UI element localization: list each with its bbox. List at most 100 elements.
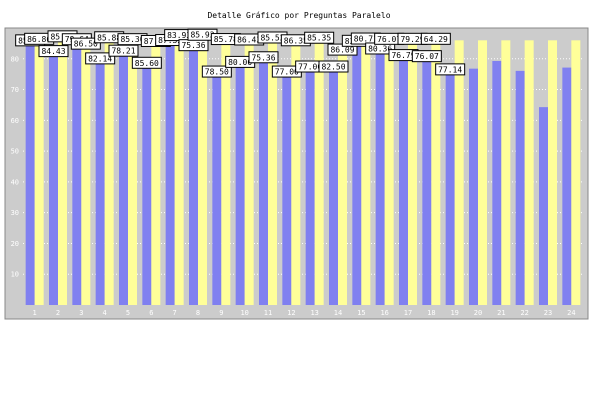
x-tick-label: 17 [404, 309, 412, 317]
bar [539, 107, 548, 305]
bar [399, 56, 408, 305]
bar [501, 40, 511, 306]
data-label-text: 76.07 [377, 35, 401, 44]
bar [189, 46, 198, 306]
y-axis: 10 20 30 40 50 60 70 80 [11, 55, 19, 278]
bar [338, 51, 347, 306]
bar [422, 57, 432, 306]
bars [25, 36, 581, 306]
x-tick-label: 4 [103, 309, 107, 317]
x-tick-label: 3 [79, 309, 83, 317]
x-tick-label: 14 [334, 309, 342, 317]
data-label: 64.29 [420, 32, 451, 45]
x-tick-label: 7 [173, 309, 177, 317]
x-tick-label: 20 [474, 309, 482, 317]
data-label-text: 75.36 [181, 41, 205, 50]
bar [361, 40, 371, 305]
data-label-text: 80.36 [368, 44, 392, 53]
data-label-text: 79.29 [400, 35, 424, 44]
data-label-text: 78.50 [205, 68, 229, 77]
bar [174, 36, 184, 305]
x-tick-label: 24 [567, 309, 575, 317]
x-axis: 1 2 3 4 5 6 7 8 9 10 11 12 13 14 15 16 17 18 19 20 21 22 23 24 [33, 309, 576, 317]
bar [212, 73, 222, 305]
bar [49, 52, 58, 305]
bar [95, 59, 105, 306]
data-label: 86.50 [70, 37, 101, 50]
data-label-box [435, 63, 466, 76]
bar [198, 36, 207, 305]
data-label-text: 85.78 [214, 35, 238, 44]
data-label-box [131, 56, 162, 69]
bar [25, 41, 35, 305]
x-tick-label: 9 [219, 309, 223, 317]
data-label-text: 84.43 [41, 47, 65, 56]
data-label-box [318, 60, 349, 73]
y-tick-label: 10 [11, 271, 19, 279]
y-tick-label: 70 [11, 86, 19, 94]
bar [515, 70, 525, 305]
bar [469, 68, 478, 306]
bar [34, 40, 44, 306]
bar [235, 63, 245, 306]
data-label-text: 83.93 [167, 31, 191, 40]
bar [454, 40, 464, 306]
bar [151, 42, 161, 306]
data-label: 77.14 [435, 63, 466, 76]
data-label-box [201, 65, 232, 78]
data-label-text: 86.50 [74, 40, 98, 49]
data-label-text: 80.71 [354, 35, 378, 44]
bar [81, 45, 91, 306]
bar [431, 40, 441, 306]
bar [291, 41, 301, 305]
chart-title: Detalle Gráfico por Preguntas Paralelo [207, 11, 390, 20]
x-tick-label: 23 [544, 309, 552, 317]
y-tick-label: 50 [11, 148, 19, 156]
x-tick-label: 18 [427, 309, 435, 317]
x-tick-label: 13 [310, 309, 318, 317]
data-label-box [108, 44, 139, 57]
bar [492, 60, 502, 306]
data-label-text: 86.80 [27, 35, 51, 44]
data-label: 85.35 [304, 31, 335, 44]
bar [548, 40, 557, 306]
data-label-text: 78.21 [111, 47, 135, 56]
x-tick-label: 22 [520, 309, 528, 317]
data-label: 78.21 [108, 44, 139, 57]
data-label: 75.36 [178, 39, 209, 52]
data-label-text: 76.79 [391, 51, 415, 60]
bar [314, 39, 324, 306]
x-tick-label: 2 [56, 309, 60, 317]
x-tick-label: 8 [196, 309, 200, 317]
data-label-box [411, 50, 442, 63]
y-tick-label: 60 [11, 117, 19, 125]
data-label: 85.60 [131, 56, 162, 69]
x-tick-label: 6 [149, 309, 153, 317]
bar [268, 38, 277, 305]
data-label: 82.50 [318, 60, 349, 73]
bar [352, 42, 362, 305]
data-label-text: 86.43 [237, 35, 261, 44]
bar [72, 40, 82, 305]
bar [524, 40, 534, 306]
data-label: 82.14 [85, 52, 116, 65]
data-label-text: 86.35 [284, 36, 308, 45]
data-label-text: 76.07 [415, 52, 439, 61]
data-label: 84.43 [38, 45, 69, 58]
bar [165, 41, 175, 305]
bar [221, 40, 231, 305]
data-label-text: 85.52 [260, 33, 284, 42]
x-tick-label: 21 [497, 309, 505, 317]
bar [384, 40, 394, 306]
bar [571, 40, 581, 306]
bar [119, 52, 128, 306]
data-label-text: 86.09 [330, 46, 354, 55]
bar [142, 64, 152, 305]
x-tick-label: 12 [287, 309, 295, 317]
x-tick-label: 15 [357, 309, 365, 317]
data-label-text: 82.14 [88, 54, 112, 63]
y-tick-label: 20 [11, 240, 19, 248]
gridlines [23, 58, 583, 275]
bar [562, 67, 572, 305]
